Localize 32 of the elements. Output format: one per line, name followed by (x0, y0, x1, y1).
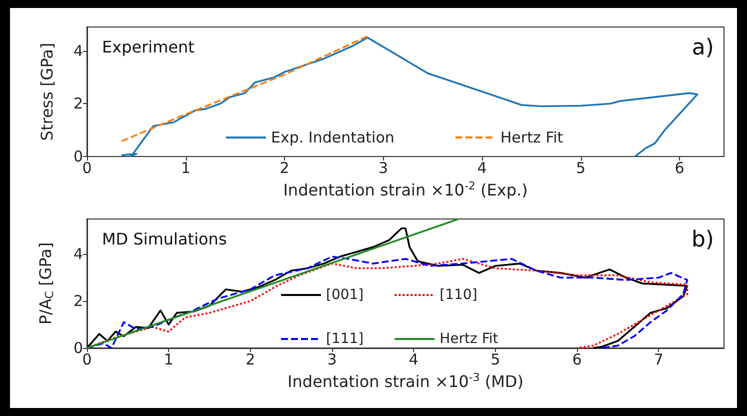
annotation: b) (691, 228, 714, 252)
x-tick-label: 5 (490, 350, 500, 368)
y-tick-label: 0 (73, 339, 83, 357)
x-tick-label: 4 (408, 350, 418, 368)
y-axis-title: P/AC [GPa] (36, 242, 56, 325)
x-tick-label: 1 (164, 350, 174, 368)
annotation: Experiment (102, 38, 194, 56)
annotation: MD Simulations (102, 230, 227, 248)
legend-label: Hertz Fit (500, 128, 564, 146)
x-tick-label: 7 (654, 350, 664, 368)
y-tick-label: 2 (73, 94, 83, 113)
y-tick-label: 2 (73, 292, 83, 310)
legend-label: [001] (326, 287, 364, 303)
x-tick-label: 3 (327, 350, 337, 368)
legend-label: Exp. Indentation (271, 128, 394, 146)
legend-label: [110] (440, 287, 478, 303)
x-tick-label: 5 (576, 159, 586, 177)
line-series (86, 227, 688, 349)
x-tick-label: 3 (378, 159, 388, 177)
annotation: a) (692, 36, 714, 60)
x-tick-label: 6 (674, 159, 684, 177)
y-tick-label: 4 (73, 42, 83, 60)
y-tick-label: 0 (73, 148, 83, 166)
y-axis-title: Stress [GPa] (38, 42, 56, 141)
x-tick-label: 4 (477, 159, 487, 177)
legend-label: [111] (326, 331, 364, 347)
x-tick-label: 1 (180, 159, 191, 177)
x-tick-label: 2 (246, 350, 256, 368)
legend-label: Hertz Fit (440, 331, 499, 347)
x-tick-label: 2 (280, 159, 290, 177)
y-tick-label: 4 (73, 245, 83, 264)
x-tick-label: 6 (572, 350, 582, 368)
